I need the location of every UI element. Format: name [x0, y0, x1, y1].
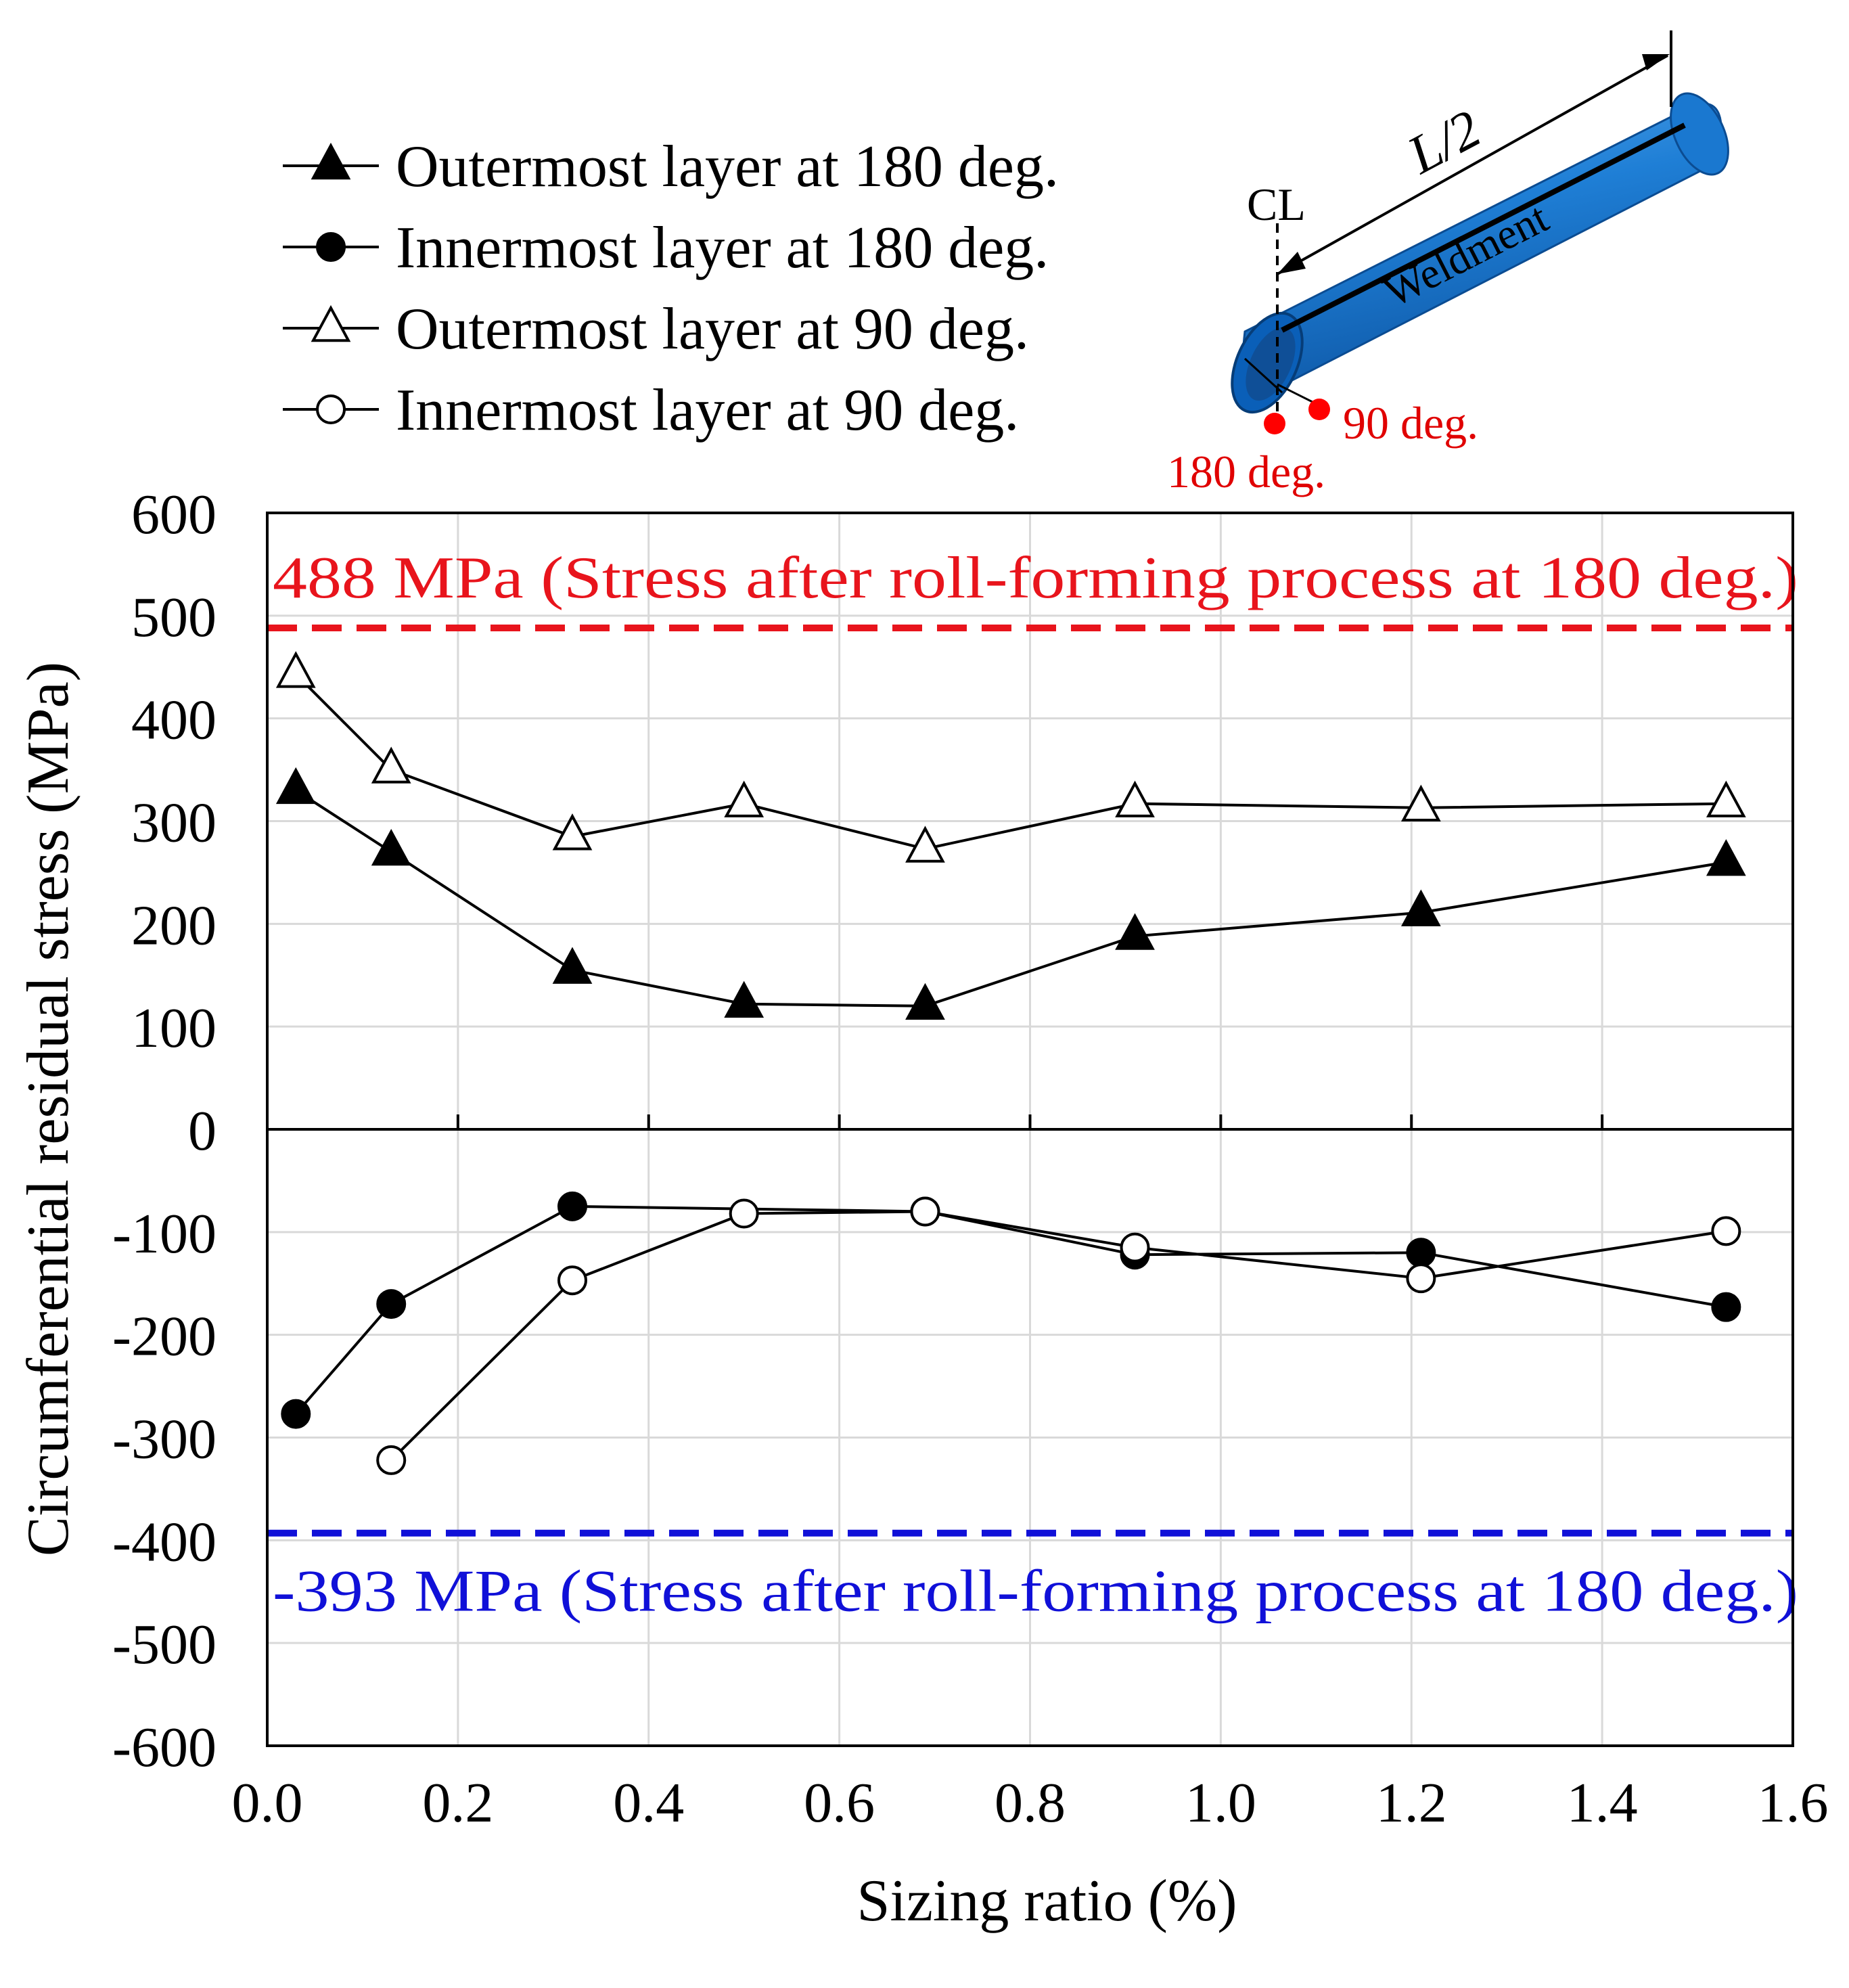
series-line — [294, 673, 1727, 851]
data-point — [557, 1191, 587, 1221]
data-point — [1400, 889, 1441, 926]
marker-180-deg — [1264, 413, 1285, 434]
y-tick-label: 500 — [131, 586, 216, 649]
y-tick-label: 100 — [131, 997, 216, 1060]
legend-marker — [316, 232, 346, 262]
data-point — [1115, 913, 1155, 950]
y-tick-label: -300 — [112, 1408, 216, 1471]
data-point — [376, 1445, 407, 1475]
weld-seam-line — [1281, 122, 1686, 333]
label-90-deg: 90 deg. — [1343, 397, 1478, 449]
data-point — [1706, 780, 1746, 817]
axes: 0.0 0.2 0.4 0.6 0.8 1.0 1.2 1.4 1.6 600 500 400 300 2… — [16, 483, 1829, 1934]
data-point — [905, 826, 945, 863]
length-label: L/2 — [1398, 99, 1490, 185]
data-point — [275, 767, 316, 805]
x-tick-label: 0.6 — [804, 1771, 875, 1834]
x-tick-label: 1.6 — [1758, 1771, 1829, 1834]
label-180-deg: 180 deg. — [1167, 446, 1325, 497]
legend-label: Outermost layer at 180 deg. — [396, 134, 1059, 200]
pipe-bore-inner — [1246, 327, 1296, 401]
data-point — [1711, 1216, 1741, 1246]
x-tick-label: 0.8 — [995, 1771, 1066, 1834]
x-tick-label: 0.2 — [422, 1771, 493, 1834]
data-point — [724, 980, 764, 1018]
y-tick-label: 600 — [131, 483, 216, 546]
data-point — [1400, 784, 1441, 821]
data-point — [1711, 1292, 1741, 1322]
length-dimension-line — [1277, 54, 1668, 275]
data-point — [729, 1198, 759, 1229]
data-point — [724, 780, 764, 817]
y-tick-label: 0 — [188, 1100, 216, 1162]
reference-line-label: 488 MPa (Stress after roll-forming proce… — [273, 545, 1798, 611]
data-point — [371, 828, 411, 866]
legend-label: Outermost layer at 90 deg. — [396, 296, 1029, 362]
data-point — [376, 1289, 407, 1319]
marker-90-deg — [1308, 399, 1330, 420]
data-point — [552, 813, 593, 851]
reference-line-label: -393 MPa (Stress after roll-forming proc… — [273, 1559, 1798, 1625]
length-arrowhead-end — [1642, 54, 1670, 70]
data-point — [1406, 1238, 1436, 1268]
y-tick-label: 200 — [131, 894, 216, 957]
series-line — [294, 1204, 1727, 1415]
legend-label: Innermost layer at 180 deg. — [396, 215, 1049, 281]
x-tick-label: 1.2 — [1376, 1771, 1447, 1834]
y-tick-label: 400 — [131, 689, 216, 752]
y-tick-label: -400 — [112, 1510, 216, 1573]
data-point — [905, 982, 945, 1020]
y-tick-label: -600 — [112, 1716, 216, 1779]
data-point — [1120, 1232, 1150, 1263]
data-point — [1115, 780, 1155, 817]
x-axis-title: Sizing ratio (%) — [857, 1868, 1237, 1934]
series-outermost-layer-at-180-deg — [275, 767, 1746, 1020]
reference-lines: 488 MPa (Stress after roll-forming proce… — [267, 545, 1798, 1625]
legend-marker — [311, 304, 351, 342]
radius-line — [1243, 357, 1283, 394]
y-tick-label: -500 — [112, 1613, 216, 1676]
series-outermost-layer-at-90-deg — [275, 651, 1746, 863]
legend: Outermost layer at 180 deg. Innermost lay… — [283, 134, 1059, 443]
y-tick-label: -100 — [112, 1202, 216, 1265]
series-innermost-layer-at-90-deg — [376, 1196, 1741, 1475]
centerline-label: CL — [1247, 179, 1306, 230]
length-arrowhead-start — [1277, 252, 1306, 274]
data-point — [557, 1265, 587, 1296]
y-tick-label: 300 — [131, 792, 216, 855]
data-point — [281, 1399, 311, 1429]
x-tick-label: 1.0 — [1185, 1771, 1256, 1834]
series-innermost-layer-at-180-deg — [281, 1191, 1741, 1429]
pipe-far-end — [1670, 92, 1729, 176]
data-point — [275, 651, 316, 688]
y-tick-label: -200 — [112, 1305, 216, 1368]
series-layer — [275, 651, 1746, 1475]
series-line — [295, 789, 1727, 1008]
x-tick-label: 0.4 — [613, 1771, 684, 1834]
data-point — [1406, 1263, 1436, 1294]
data-point — [371, 746, 411, 784]
legend-label: Innermost layer at 90 deg. — [396, 378, 1019, 443]
data-point — [910, 1196, 940, 1227]
legend-marker — [311, 142, 351, 180]
x-tick-label: 1.4 — [1567, 1771, 1638, 1834]
x-tick-label: 0.0 — [232, 1771, 303, 1834]
data-point — [552, 947, 593, 984]
legend-marker — [316, 394, 346, 424]
data-point — [1706, 839, 1746, 876]
series-line — [390, 1210, 1727, 1462]
y-axis-title: Circumferential residual stress (MPa) — [16, 662, 81, 1556]
